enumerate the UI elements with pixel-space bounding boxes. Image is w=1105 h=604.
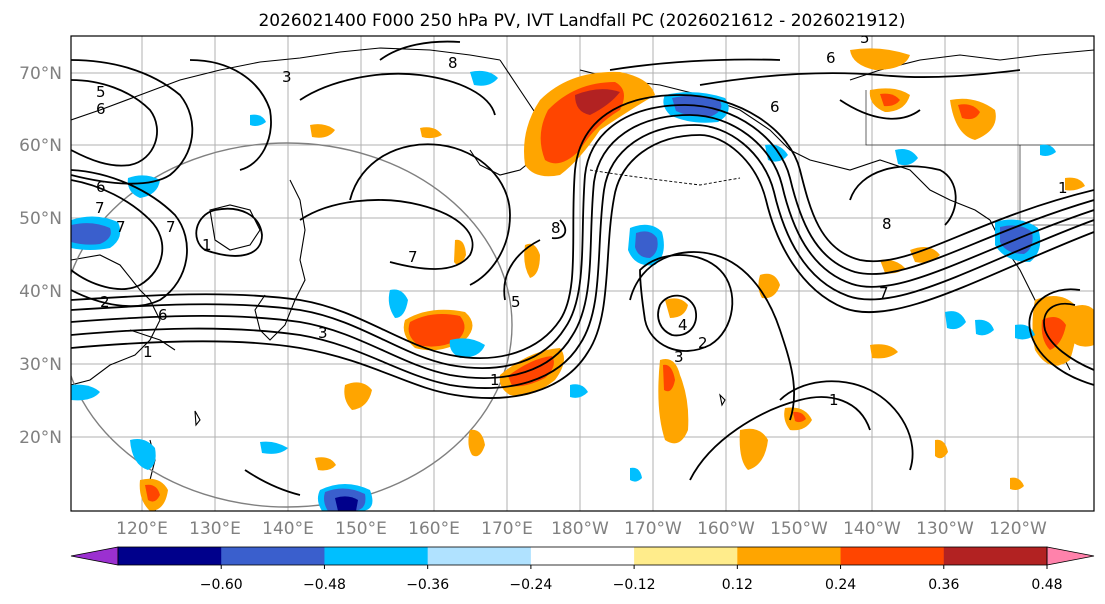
colorbar-tick-label: −0.60 bbox=[200, 577, 243, 593]
contour-label: 3 bbox=[318, 324, 328, 342]
colorbar-extend-high bbox=[1046, 546, 1095, 566]
contour-label: 7 bbox=[116, 218, 126, 236]
contour-label: 6 bbox=[96, 178, 106, 196]
colorbar-tick-label: 0.12 bbox=[722, 577, 753, 593]
contour-label: 1 bbox=[143, 343, 153, 361]
pv-contours bbox=[71, 40, 1094, 496]
colorbar-segment bbox=[943, 547, 1048, 565]
contour-label: 6 bbox=[826, 49, 836, 67]
contour-label: 1 bbox=[490, 371, 500, 389]
contour-label: 7 bbox=[879, 284, 889, 302]
lon-label: 130°E bbox=[189, 519, 241, 539]
contour-label: 7 bbox=[408, 248, 418, 266]
lon-label: 140°W bbox=[843, 519, 901, 539]
colorbar-tick-label: −0.48 bbox=[303, 577, 346, 593]
latitude-labels: 70°N 60°N 50°N 40°N 30°N 20°N bbox=[19, 64, 62, 448]
lon-label: 120°E bbox=[116, 519, 168, 539]
lon-label: 130°W bbox=[916, 519, 974, 539]
contour-label: 7 bbox=[95, 199, 105, 217]
contour-label: 5 bbox=[860, 29, 870, 47]
lon-label: 170°W bbox=[624, 519, 682, 539]
lat-label: 70°N bbox=[19, 64, 62, 84]
colorbar-segment bbox=[118, 547, 222, 565]
lon-label: 140°E bbox=[262, 519, 314, 539]
contour-label: 7 bbox=[166, 218, 176, 236]
colorbar-segment bbox=[840, 547, 945, 565]
lon-label: 160°W bbox=[697, 519, 755, 539]
colorbar-tick-label: 0.36 bbox=[928, 577, 959, 593]
contour-label: 1 bbox=[202, 236, 212, 254]
contour-label: 8 bbox=[448, 54, 458, 72]
longitude-labels: 120°E 130°E 140°E 150°E 160°E 170°E 180°W 170°W… bbox=[116, 519, 1047, 539]
lat-label: 20°N bbox=[19, 428, 62, 448]
lon-label: 170°E bbox=[481, 519, 533, 539]
contour-label: 3 bbox=[282, 68, 292, 86]
lat-label: 60°N bbox=[19, 136, 62, 156]
colorbar-extend-low bbox=[70, 546, 119, 566]
contour-labels: 5 6 7 6 7 2 1 1 3 8 8 7 5 6 6 3 2 4 1 8 … bbox=[95, 29, 1068, 409]
contour-label: 6 bbox=[96, 100, 106, 118]
lon-label: 150°W bbox=[770, 519, 828, 539]
colorbar-tick-label: −0.36 bbox=[406, 577, 449, 593]
colorbar-segment bbox=[737, 547, 842, 565]
contour-label: 6 bbox=[158, 306, 168, 324]
lon-label: 160°E bbox=[408, 519, 460, 539]
contour-label: 2 bbox=[698, 334, 708, 352]
colorbar-segment bbox=[427, 547, 532, 565]
contour-label: 8 bbox=[551, 219, 561, 237]
lon-label: 120°W bbox=[989, 519, 1047, 539]
colorbar-tick-label: −0.12 bbox=[613, 577, 656, 593]
contour-label: 8 bbox=[882, 215, 892, 233]
colorbar-tick-label: 0.48 bbox=[1031, 577, 1062, 593]
contour-label: 5 bbox=[511, 293, 521, 311]
map-title: 2026021400 F000 250 hPa PV, IVT Landfall… bbox=[258, 11, 905, 31]
colorbar-segment bbox=[634, 547, 738, 565]
coastlines bbox=[71, 47, 1094, 511]
contour-label: 4 bbox=[678, 316, 688, 334]
colorbar-tick-label: 0.24 bbox=[825, 577, 856, 593]
map-frame bbox=[70, 35, 1095, 512]
contour-label: 2 bbox=[100, 293, 110, 311]
lon-label: 150°E bbox=[335, 519, 387, 539]
map-area: 5 6 7 6 7 2 1 1 3 8 8 7 5 6 6 3 2 4 1 8 … bbox=[71, 29, 1094, 511]
lat-label: 50°N bbox=[19, 209, 62, 229]
colorbar-segment bbox=[221, 547, 325, 565]
colorbar: −0.60 −0.48 −0.36 −0.24 −0.12 0.12 0.24 0.36 0.4… bbox=[70, 546, 1095, 593]
colorbar-tick-label: −0.24 bbox=[509, 577, 552, 593]
colorbar-segment bbox=[530, 547, 635, 565]
range-circle bbox=[71, 142, 513, 508]
contour-label: 1 bbox=[1058, 179, 1068, 197]
contour-label: 5 bbox=[96, 83, 106, 101]
contour-label: 3 bbox=[674, 348, 684, 366]
lon-label: 180°W bbox=[551, 519, 609, 539]
contour-label: 1 bbox=[829, 391, 839, 409]
colorbar-segment bbox=[324, 547, 429, 565]
lat-label: 40°N bbox=[19, 282, 62, 302]
contour-label: 6 bbox=[770, 98, 780, 116]
colorbar-frame bbox=[117, 546, 1048, 566]
lat-label: 30°N bbox=[19, 355, 62, 375]
